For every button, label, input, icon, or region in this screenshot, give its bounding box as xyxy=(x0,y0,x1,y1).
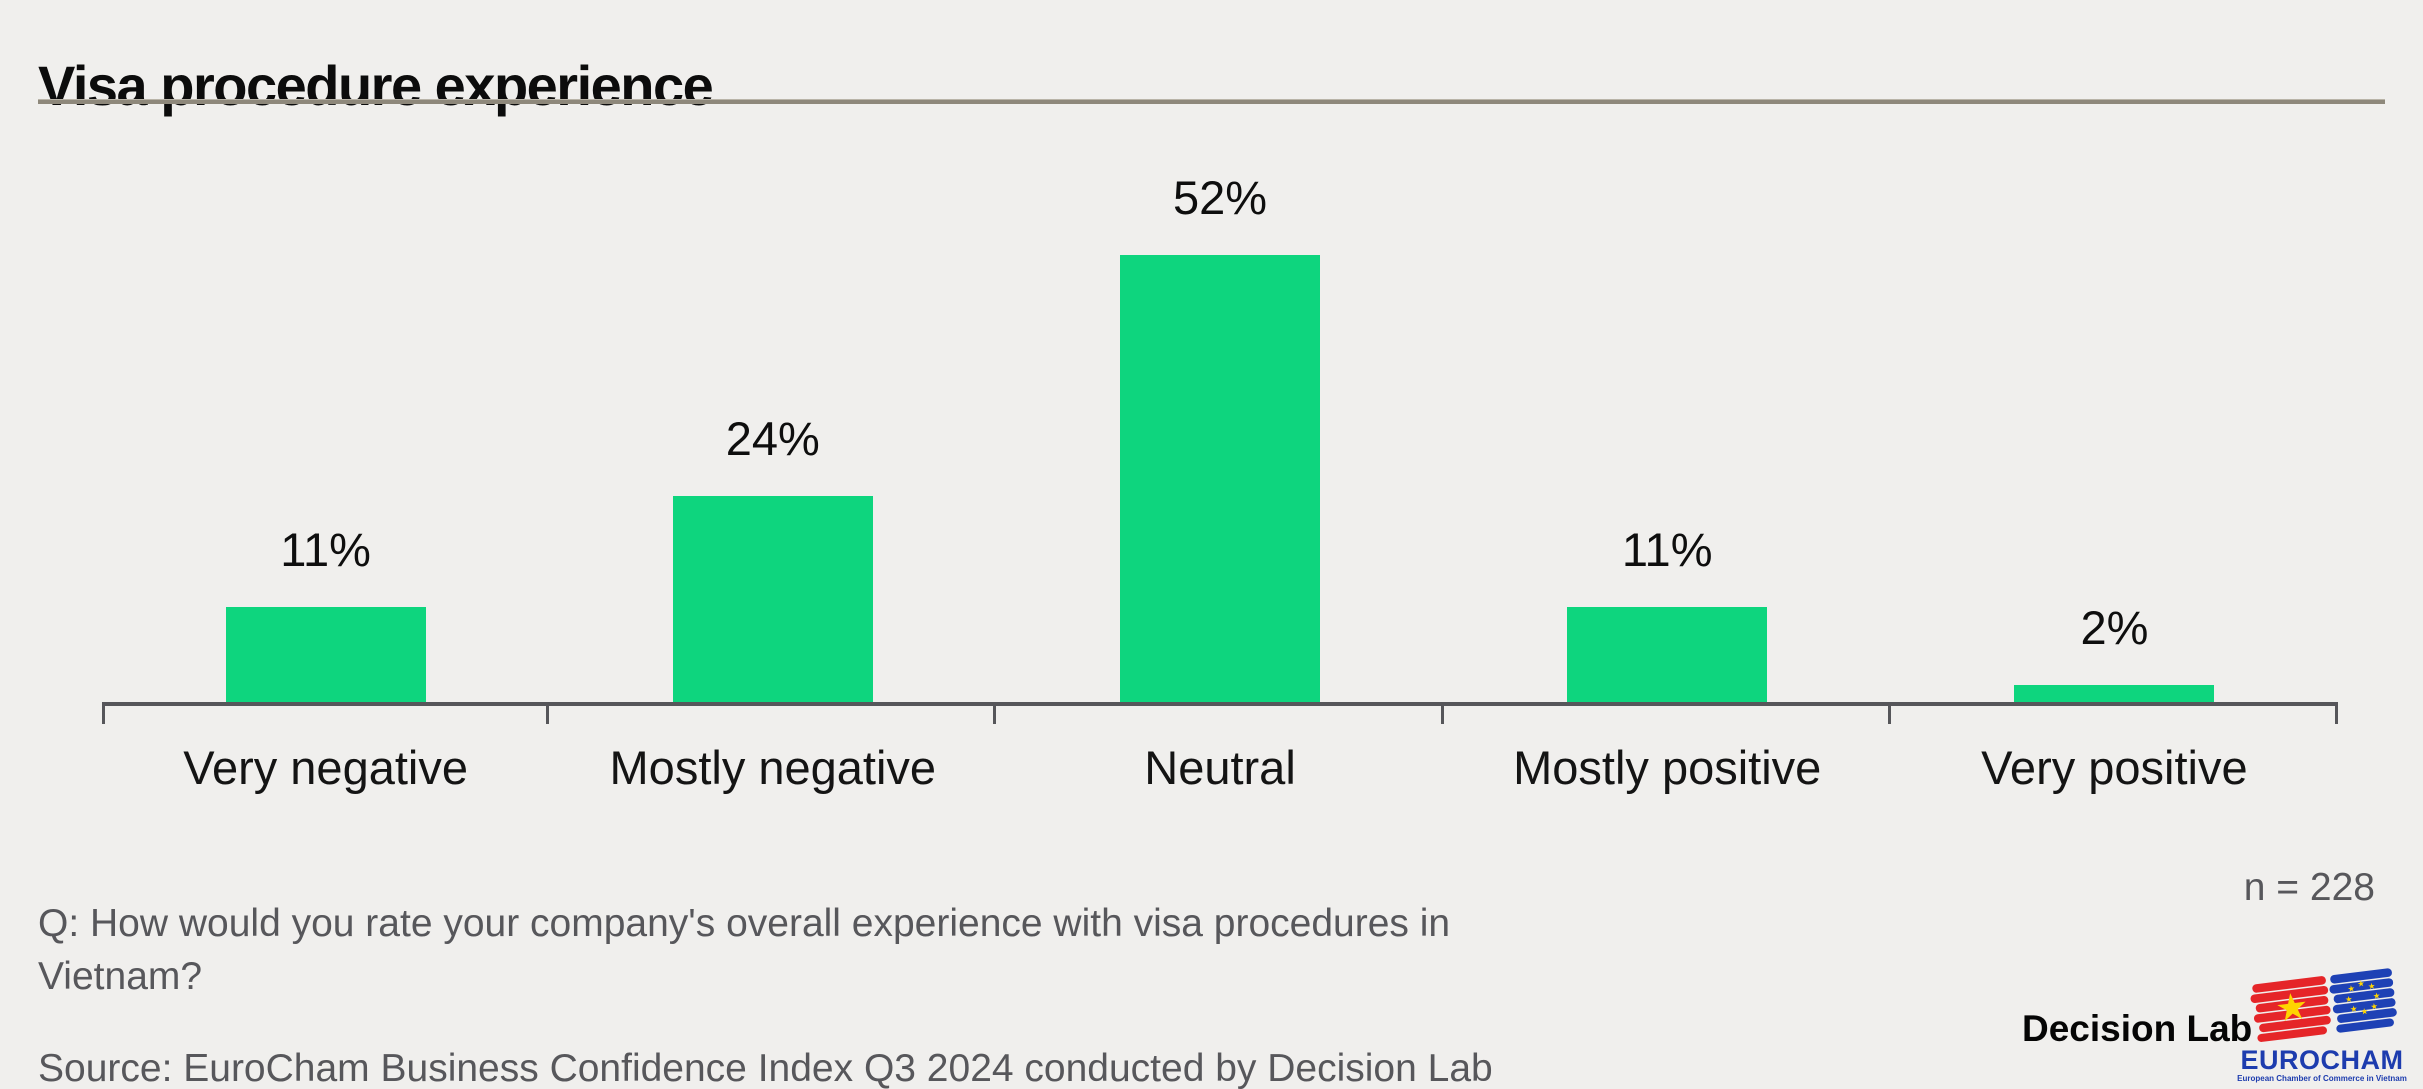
decision-lab-wordmark: Decision Lab xyxy=(2022,1008,2253,1049)
plot-area: 11% 24% 52% 11% 2% xyxy=(102,0,2338,702)
eu-flag-icon xyxy=(2329,968,2397,1033)
bar-value-label: 11% xyxy=(280,523,371,577)
title-divider xyxy=(38,99,2385,104)
bar-neutral xyxy=(1120,254,1320,702)
category-labels: Very negative Mostly negative Neutral Mostl… xyxy=(102,740,2338,795)
bar-very-positive xyxy=(2014,684,2215,702)
bar-very-negative xyxy=(225,607,426,702)
bar-value-label: 24% xyxy=(725,411,820,465)
axis-tick xyxy=(1440,702,1444,724)
eurocham-tagline: European Chamber of Commerce in Vietnam xyxy=(2237,1074,2407,1083)
category-label-very-positive: Very positive xyxy=(1981,741,2248,794)
category-label-very-negative: Very negative xyxy=(183,741,468,794)
axis-tick xyxy=(546,702,550,724)
bar-column-very-positive: 2% xyxy=(1891,600,2338,702)
bar-mostly-negative xyxy=(672,495,873,702)
category-label-mostly-positive: Mostly positive xyxy=(1513,741,1822,794)
bar-column-very-negative: 11% xyxy=(102,522,549,702)
eurocham-wordmark: EUROCHAM xyxy=(2240,1045,2404,1075)
axis-tick xyxy=(2335,702,2338,724)
sample-size: n = 228 xyxy=(2243,866,2375,909)
x-axis xyxy=(102,702,2338,724)
question-text: Q: How would you rate your company's ove… xyxy=(38,902,1451,998)
page-title: Visa procedure experience xyxy=(38,53,714,117)
category-label-neutral: Neutral xyxy=(1144,741,1296,794)
bar-column-mostly-negative: 24% xyxy=(549,411,996,702)
bar-mostly-positive xyxy=(1567,607,1768,702)
vietnam-flag-icon xyxy=(2250,976,2331,1042)
bar-value-label: 2% xyxy=(2080,600,2149,654)
eurocham-flags-icon xyxy=(2250,968,2397,1042)
eurocham-logo: EUROCHAM European Chamber of Commerce in… xyxy=(2224,968,2420,1083)
category-label-mostly-negative: Mostly negative xyxy=(609,741,937,794)
bar-value-label: 52% xyxy=(1172,170,1268,224)
bar-column-mostly-positive: 11% xyxy=(1444,522,1891,702)
axis-tick xyxy=(102,702,105,724)
axis-tick xyxy=(993,702,997,724)
source-text: Source: EuroCham Business Confidence Ind… xyxy=(38,1047,1493,1089)
bar-column-neutral: 52% xyxy=(996,170,1443,702)
axis-tick xyxy=(1887,702,1891,724)
bar-value-label: 11% xyxy=(1621,523,1713,577)
